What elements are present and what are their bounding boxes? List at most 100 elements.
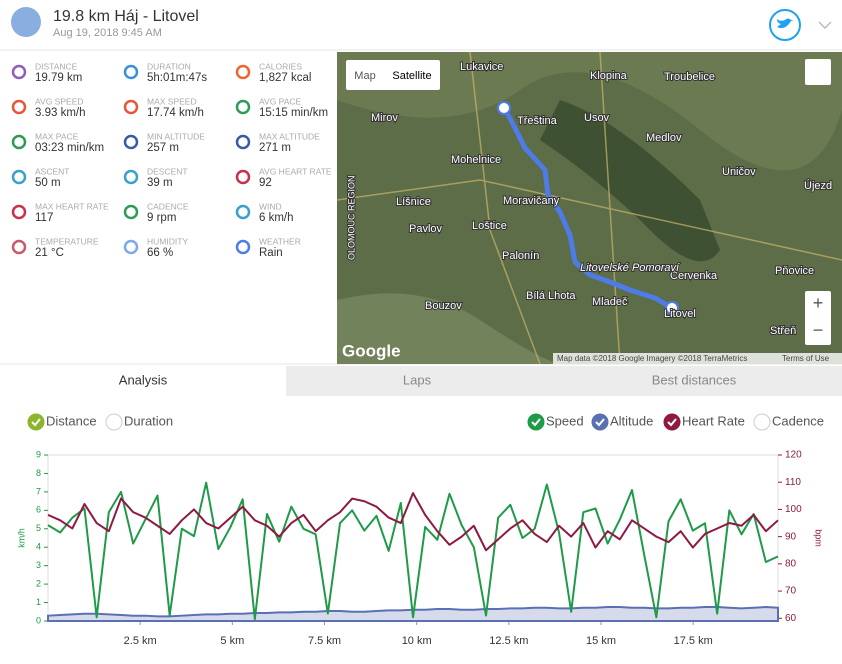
stat-value: 117: [35, 212, 53, 224]
stat-label: WEATHER: [259, 236, 301, 246]
legend-entry[interactable]: Altitude: [610, 413, 653, 428]
x-mode[interactable]: Duration: [124, 413, 173, 428]
stat-value: 15:15 min/km: [259, 107, 328, 119]
legend-entry-checkbox[interactable]: [527, 413, 545, 431]
header: [0, 0, 842, 50]
stat-label: DURATION: [147, 61, 191, 71]
stat-label: TEMPERATURE: [35, 236, 99, 246]
place-label: Mohelnice: [451, 154, 501, 166]
stat-value: 3.93 km/h: [35, 107, 86, 119]
place-label: Červenka: [670, 269, 718, 282]
y2-tick-label: 110: [785, 477, 801, 488]
stat-icon: [235, 204, 251, 220]
region-label: OLOMOUC REGION: [346, 175, 356, 260]
tab-label[interactable]: Laps: [403, 372, 432, 387]
legend-entry-checkbox[interactable]: [753, 413, 771, 431]
x-tick-label: 15 km: [586, 635, 616, 647]
stat-label: AVG PACE: [259, 96, 302, 106]
stat-icon: [235, 99, 251, 115]
y-tick-label: 5: [36, 523, 41, 533]
stat-label: MIN ALTITUDE: [147, 131, 205, 141]
place-label: Loštice: [472, 220, 507, 232]
fullscreen-button[interactable]: [805, 59, 831, 85]
stat-icon: [11, 239, 27, 255]
activity-icon: [11, 7, 41, 37]
stat-value: 21 °C: [35, 247, 64, 259]
stat-value: 03:23 min/km: [35, 142, 104, 154]
place-label: Litovel: [664, 308, 696, 320]
route: [501, 106, 674, 311]
stat-icon: [11, 64, 27, 80]
place-label: Troubelice: [664, 71, 715, 83]
stat-label: ASCENT: [35, 166, 69, 176]
place-label: Bílá Lhota: [526, 290, 576, 302]
x-tick-label: 10 km: [402, 635, 432, 647]
expand-chevron[interactable]: [818, 21, 832, 30]
y2-axis-label: bpm: [814, 529, 824, 547]
plot-frame: [47, 454, 779, 622]
stat-label: HUMIDITY: [147, 236, 188, 246]
zoom-out[interactable]: −: [813, 320, 824, 340]
stat-label: MAX SPEED: [147, 96, 197, 106]
map-forest: [540, 100, 720, 262]
x-mode-checkbox[interactable]: [27, 413, 45, 431]
stat-label: DESCENT: [147, 166, 188, 176]
stat-label: WIND: [259, 201, 282, 211]
stat-icon: [235, 64, 251, 80]
place-label: Pavlov: [409, 223, 443, 235]
tab-active[interactable]: [0, 366, 286, 396]
date: Aug 19, 2018 9:45 AM: [53, 27, 162, 39]
tab-inactive[interactable]: [286, 366, 842, 396]
terms-link[interactable]: Terms of Use: [782, 354, 830, 363]
stat-value: 66 %: [147, 247, 173, 259]
place-label: Třeština: [517, 115, 558, 127]
route-start: [497, 101, 511, 115]
legend-entry[interactable]: Heart Rate: [682, 413, 745, 428]
place-label: Litovelské Pomoraví: [580, 262, 680, 274]
stat-value: 271 m: [259, 142, 291, 154]
map-button[interactable]: Map: [354, 70, 375, 82]
x-tick-label: 17.5 km: [674, 635, 713, 647]
stat-value: 19.79 km: [35, 72, 82, 84]
place-label: Střeň: [770, 325, 796, 337]
y-tick-label: 1: [36, 597, 41, 607]
x-mode-checkbox[interactable]: [105, 413, 123, 431]
place-label: Uničov: [722, 166, 756, 178]
y-tick-label: 8: [36, 468, 41, 478]
x-tick-label: 7.5 km: [308, 635, 341, 647]
stat-icon: [123, 64, 139, 80]
stat-value: 257 m: [147, 142, 179, 154]
y2-tick-label: 100: [785, 504, 802, 515]
x-tick-label: 5 km: [220, 635, 244, 647]
stat-label: DISTANCE: [35, 61, 78, 71]
place-label: Pňovice: [775, 265, 814, 277]
y2-tick-label: 90: [785, 531, 797, 542]
checkmark: [595, 418, 605, 427]
zoom-in[interactable]: +: [813, 293, 824, 313]
x-mode[interactable]: Distance: [46, 413, 97, 428]
stat-icon: [123, 169, 139, 185]
y2-tick-label: 120: [785, 450, 802, 461]
legend-entry-checkbox[interactable]: [591, 413, 609, 431]
tab-label[interactable]: Best distances: [652, 372, 737, 387]
stat-value: Rain: [259, 247, 283, 259]
satellite-button[interactable]: Satellite: [392, 70, 431, 82]
legend-entry-checkbox[interactable]: [663, 413, 681, 431]
tab-label[interactable]: Analysis: [119, 372, 168, 387]
stat-value: 39 m: [147, 177, 173, 189]
stat-icon: [11, 99, 27, 115]
stat-value: 6 km/h: [259, 212, 294, 224]
place-label: Mladeč: [592, 296, 628, 308]
series-line: [47, 481, 779, 621]
checkmark: [667, 418, 677, 427]
y2-tick-label: 60: [785, 613, 797, 624]
checkmark: [31, 418, 41, 427]
y-tick-label: 6: [36, 505, 41, 515]
legend-entry[interactable]: Speed: [546, 413, 584, 428]
legend-entry[interactable]: Cadence: [772, 413, 824, 428]
y-tick-label: 2: [36, 578, 41, 588]
stat-icon: [235, 239, 251, 255]
stat-value: 50 m: [35, 177, 61, 189]
y-tick-label: 7: [36, 486, 41, 496]
